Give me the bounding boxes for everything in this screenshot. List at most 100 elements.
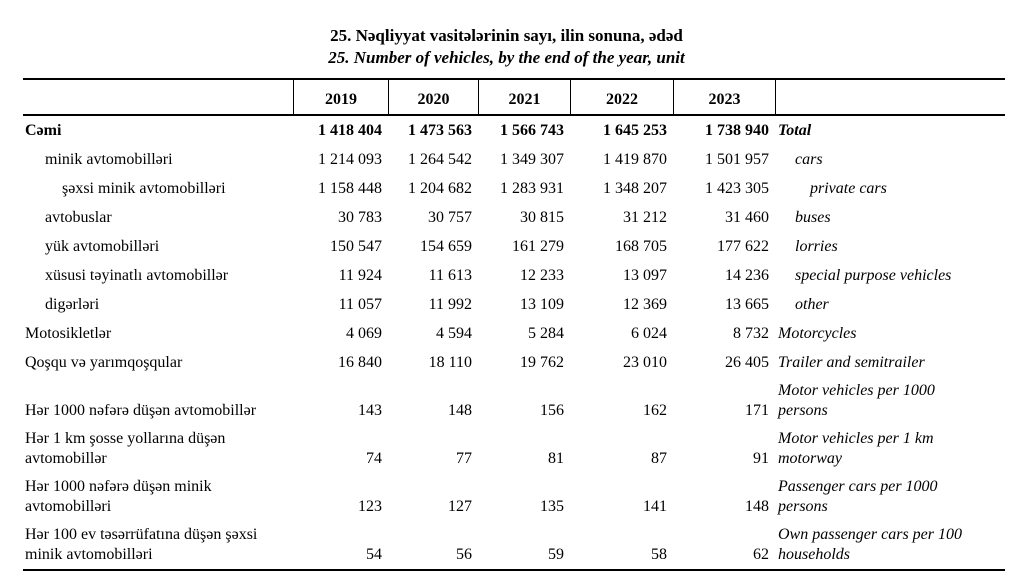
value-2021: 1 566 743 — [500, 122, 564, 139]
row-label-az: xüsusi təyinatlı avtomobillər — [45, 267, 229, 284]
row-label-az: digərləri — [45, 296, 100, 313]
row-label-en: Motor vehicles per 1000 persons — [778, 382, 935, 419]
value-2019: 74 — [366, 450, 382, 467]
table-row: avtobuslar 30 783 30 757 30 815 31 212 3… — [23, 203, 1005, 232]
value-2023: 148 — [745, 498, 769, 515]
row-label-en: Total — [778, 122, 812, 139]
row-label-en: buses — [795, 209, 831, 226]
table-title-en: 25. Number of vehicles, by the end of th… — [328, 48, 685, 67]
value-2019: 1 158 448 — [318, 180, 382, 197]
table-row: yük avtomobilləri 150 547 154 659 161 27… — [23, 232, 1005, 261]
value-2023: 1 423 305 — [705, 180, 769, 197]
table-title-block: 25. Nəqliyyat vasitələrinin sayı, ilin s… — [0, 0, 1013, 69]
row-label-az: Hər 1 km şosse yollarına düşən avtomobil… — [25, 430, 226, 467]
row-label-en: other — [795, 296, 829, 313]
header-year-2019: 2019 — [293, 80, 388, 114]
value-2023: 91 — [753, 450, 769, 467]
row-label-en: Motor vehicles per 1 km motorway — [778, 430, 934, 467]
table-title-az: 25. Nəqliyyat vasitələrinin sayı, ilin s… — [330, 26, 683, 45]
row-label-az: minik avtomobilləri — [45, 151, 173, 168]
value-2022: 1 419 870 — [603, 151, 667, 168]
value-2019: 11 057 — [338, 296, 382, 313]
row-label-en: Own passenger cars per 100 households — [778, 526, 962, 563]
value-2020: 11 613 — [428, 267, 472, 284]
table-row: Cəmi 1 418 404 1 473 563 1 566 743 1 645… — [23, 116, 1005, 145]
table-row: Qoşqu və yarımqoşqular 16 840 18 110 19 … — [23, 348, 1005, 377]
value-2021: 19 762 — [520, 354, 564, 371]
row-label-en: Passenger cars per 1000 persons — [778, 478, 938, 515]
row-label-az: Motosikletlər — [25, 325, 112, 342]
value-2023: 26 405 — [725, 354, 769, 371]
value-2019: 30 783 — [338, 209, 382, 226]
row-label-az: Hər 1000 nəfərə düşən avtomobillər — [25, 402, 257, 419]
value-2020: 1 264 542 — [408, 151, 472, 168]
value-2022: 168 705 — [615, 238, 667, 255]
value-2020: 18 110 — [428, 354, 472, 371]
value-2019: 16 840 — [338, 354, 382, 371]
table-row: minik avtomobilləri 1 214 093 1 264 542 … — [23, 145, 1005, 174]
value-2023: 14 236 — [725, 267, 769, 284]
table-row: Hər 1000 nəfərə düşən avtomobillər 143 1… — [23, 377, 1005, 425]
row-label-az: avtobuslar — [45, 209, 112, 226]
value-2023: 13 665 — [725, 296, 769, 313]
row-label-en: Trailer and semitrailer — [778, 354, 925, 371]
vehicles-table: 2019 2020 2021 2022 2023 Cəmi 1 418 404 1 47… — [23, 78, 1005, 571]
table-row: şəxsi minik avtomobilləri 1 158 448 1 20… — [23, 174, 1005, 203]
table-body: Cəmi 1 418 404 1 473 563 1 566 743 1 645… — [23, 116, 1005, 571]
row-label-az: Qoşqu və yarımqoşqular — [25, 354, 183, 371]
value-2023: 1 738 940 — [705, 122, 769, 139]
value-2019: 4 069 — [346, 325, 382, 342]
header-year-2020: 2020 — [388, 80, 478, 114]
value-2020: 148 — [448, 402, 472, 419]
value-2021: 12 233 — [520, 267, 564, 284]
value-2023: 62 — [753, 546, 769, 563]
value-2019: 54 — [366, 546, 382, 563]
row-label-en: cars — [795, 151, 823, 168]
row-label-az: şəxsi minik avtomobilləri — [62, 180, 226, 197]
value-2019: 11 924 — [338, 267, 382, 284]
value-2022: 31 212 — [623, 209, 667, 226]
value-2021: 13 109 — [520, 296, 564, 313]
value-2022: 87 — [651, 450, 667, 467]
value-2021: 81 — [548, 450, 564, 467]
value-2020: 127 — [448, 498, 472, 515]
value-2021: 59 — [548, 546, 564, 563]
value-2021: 5 284 — [528, 325, 564, 342]
table-row: Hər 100 ev təsərrüfatına düşən şəxsi min… — [23, 521, 1005, 569]
header-en-cell — [775, 80, 1005, 114]
table-header-row: 2019 2020 2021 2022 2023 — [23, 78, 1005, 116]
value-2022: 12 369 — [623, 296, 667, 313]
value-2023: 1 501 957 — [705, 151, 769, 168]
value-2022: 58 — [651, 546, 667, 563]
value-2020: 1 473 563 — [408, 122, 472, 139]
header-label-cell — [23, 80, 293, 114]
value-2019: 1 214 093 — [318, 151, 382, 168]
value-2021: 1 283 931 — [500, 180, 564, 197]
value-2021: 1 349 307 — [500, 151, 564, 168]
table-row: xüsusi təyinatlı avtomobillər 11 924 11 … — [23, 261, 1005, 290]
table-row: Hər 1000 nəfərə düşən minik avtomobillər… — [23, 473, 1005, 521]
row-label-az: yük avtomobilləri — [45, 238, 160, 255]
value-2020: 56 — [456, 546, 472, 563]
value-2022: 1 645 253 — [603, 122, 667, 139]
value-2022: 13 097 — [623, 267, 667, 284]
value-2020: 4 594 — [436, 325, 472, 342]
table-row: Hər 1 km şosse yollarına düşən avtomobil… — [23, 425, 1005, 473]
value-2022: 141 — [643, 498, 667, 515]
header-year-2021: 2021 — [478, 80, 570, 114]
header-year-2023: 2023 — [673, 80, 775, 114]
table-row: Motosikletlər 4 069 4 594 5 284 6 024 8 … — [23, 319, 1005, 348]
value-2020: 77 — [456, 450, 472, 467]
value-2022: 6 024 — [631, 325, 667, 342]
row-label-az: Hər 100 ev təsərrüfatına düşən şəxsi min… — [25, 526, 258, 563]
row-label-en: special purpose vehicles — [795, 267, 952, 284]
value-2021: 30 815 — [520, 209, 564, 226]
value-2020: 154 659 — [420, 238, 472, 255]
table-row: digərləri 11 057 11 992 13 109 12 369 13… — [23, 290, 1005, 319]
row-label-en: private cars — [810, 180, 887, 197]
value-2022: 162 — [643, 402, 667, 419]
value-2021: 135 — [540, 498, 564, 515]
row-label-az: Cəmi — [25, 122, 62, 139]
value-2021: 161 279 — [512, 238, 564, 255]
